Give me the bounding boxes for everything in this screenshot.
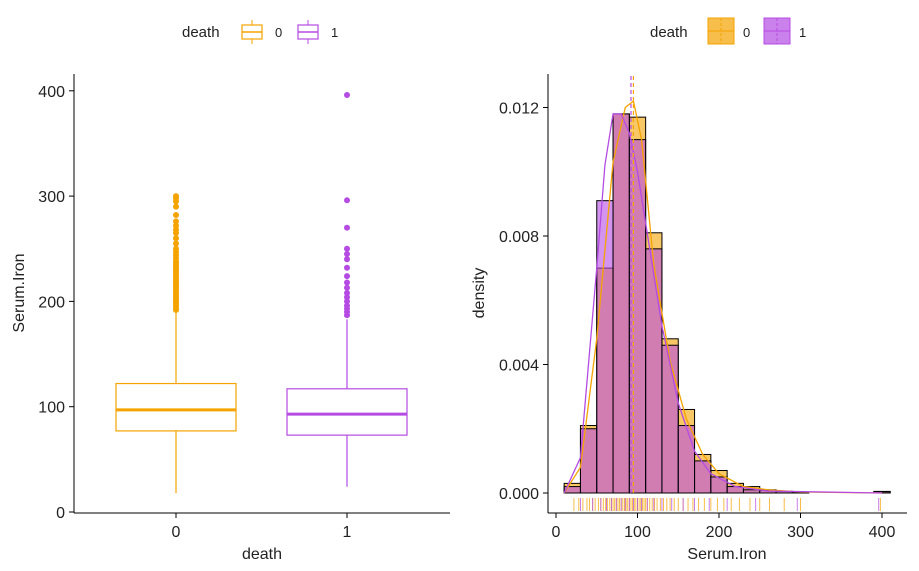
outlier-point [344, 245, 350, 252]
hist-bar [612, 113, 630, 494]
outlier-point [344, 92, 350, 99]
density-curve-1 [563, 113, 883, 494]
boxplot-x-axis-title: death [242, 546, 282, 563]
histogram-legend-key-0 [707, 17, 735, 45]
outlier-point [173, 235, 179, 242]
histogram-y-tick-label: 0.000 [499, 486, 539, 503]
histogram-x-tick-label: 400 [869, 524, 896, 541]
hist-series-1 [563, 113, 891, 494]
boxplot-y-tick-label: 0 [56, 505, 65, 522]
histogram-legend: death 0 1 [650, 17, 806, 45]
histogram-legend-label-1: 1 [799, 25, 806, 40]
outlier-point [344, 273, 350, 280]
outlier-point [344, 284, 350, 291]
hist-bar [628, 139, 647, 494]
histogram-legend-title: death [650, 24, 688, 41]
outlier-point [344, 289, 350, 296]
boxplot-legend-label-0: 0 [275, 25, 282, 40]
outlier-point [173, 226, 179, 233]
boxplot-y-axis-title: Serum.Iron [11, 253, 28, 332]
boxplot-marks [115, 92, 408, 494]
outlier-point [344, 279, 350, 286]
hist-bar [579, 428, 598, 494]
boxplot-axes: 0 100 200 300 400 0 1 [38, 74, 450, 541]
histogram-legend-key-1 [763, 17, 791, 45]
outlier-point [344, 256, 350, 263]
hist-bar [710, 476, 728, 494]
histogram-x-tick-label: 200 [706, 524, 733, 541]
histogram-x-tick-label: 100 [624, 524, 651, 541]
outlier-point [173, 245, 179, 252]
histogram-marks [563, 76, 891, 511]
boxplot-y-tick-label: 300 [38, 189, 65, 206]
outlier-point [173, 222, 179, 229]
outlier-point [344, 264, 350, 271]
boxplot-y-tick-label: 200 [38, 294, 65, 311]
box-group-1 [286, 92, 408, 487]
histogram-y-tick-label: 0.012 [499, 101, 539, 118]
outlier-point [344, 298, 350, 305]
boxplot-legend-key-0 [241, 20, 263, 44]
histogram-y-tick-label: 0.004 [499, 358, 539, 375]
hist-bar [742, 489, 761, 494]
boxplot-legend-key-1 [297, 20, 319, 44]
hist-bar [677, 425, 696, 494]
boxplot-legend-label-1: 1 [331, 25, 338, 40]
outlier-point [173, 212, 179, 219]
histogram-legend-label-0: 0 [743, 25, 750, 40]
boxplot-panel: death 0 1 0 100 200 300 400 0 1 death Serum.Ir… [11, 20, 450, 563]
box-iqr [115, 382, 237, 432]
outlier-point [173, 240, 179, 247]
box-iqr [286, 388, 408, 436]
outlier-point [344, 294, 350, 301]
boxplot-y-tick-label: 100 [38, 400, 65, 417]
boxplot-legend-title: death [182, 24, 220, 41]
outlier-point [344, 302, 350, 309]
outlier-point [173, 203, 179, 210]
histogram-axes: 0.000 0.004 0.008 0.012 0 100 200 300 400 [499, 74, 907, 541]
histogram-y-tick-label: 0.008 [499, 229, 539, 246]
histogram-x-axis-title: Serum.Iron [687, 546, 766, 563]
boxplot-legend: death 0 1 [182, 20, 338, 44]
boxplot-y-tick-label: 400 [38, 84, 65, 101]
rug-1 [580, 498, 880, 511]
histogram-x-tick-label: 300 [787, 524, 814, 541]
box-group-0 [115, 193, 237, 494]
outlier-point [344, 251, 350, 258]
hist-bar [645, 248, 663, 494]
histogram-x-tick-label: 0 [552, 524, 561, 541]
outlier-point [344, 224, 350, 231]
histogram-y-axis-title: density [471, 268, 488, 319]
histogram-panel: death 0 1 0.000 0.004 0.008 0.012 0 100 200 300… [471, 17, 907, 563]
boxplot-x-tick-label: 1 [343, 524, 352, 541]
density-curve-0 [563, 99, 883, 494]
outlier-point [173, 193, 179, 200]
outlier-point [173, 218, 179, 225]
outlier-point [344, 197, 350, 204]
boxplot-x-tick-label: 0 [172, 524, 181, 541]
hist-bar [694, 460, 712, 494]
